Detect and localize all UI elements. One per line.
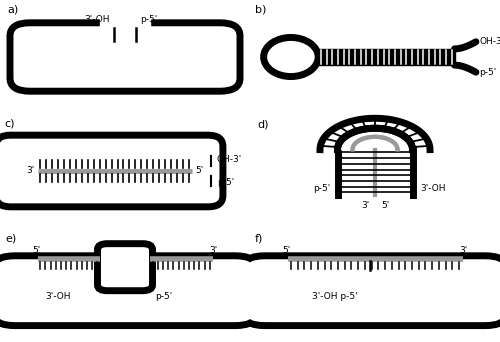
Text: 3': 3'	[361, 201, 369, 210]
Text: b): b)	[254, 5, 266, 15]
Text: 5': 5'	[32, 246, 41, 255]
Text: p-5': p-5'	[140, 15, 157, 24]
Text: 3'-OH: 3'-OH	[45, 292, 70, 301]
Polygon shape	[338, 128, 412, 150]
Text: OH-3': OH-3'	[216, 155, 242, 164]
Text: a): a)	[8, 5, 19, 15]
FancyBboxPatch shape	[0, 256, 256, 326]
FancyBboxPatch shape	[98, 244, 152, 291]
Text: p-5': p-5'	[155, 292, 172, 301]
Bar	[318, 49, 454, 65]
Text: 5': 5'	[381, 201, 389, 210]
Text: 3'-OH: 3'-OH	[84, 15, 110, 24]
Text: 3'-OH p-5': 3'-OH p-5'	[312, 292, 358, 301]
Text: c): c)	[4, 119, 14, 129]
Text: 5': 5'	[195, 167, 203, 175]
Text: OH-3': OH-3'	[480, 37, 500, 46]
Text: p-5': p-5'	[216, 178, 234, 187]
Text: 3': 3'	[26, 167, 34, 175]
FancyBboxPatch shape	[244, 256, 500, 326]
Text: 3'-OH: 3'-OH	[420, 184, 446, 193]
Text: e): e)	[5, 234, 16, 244]
Text: d): d)	[258, 120, 269, 130]
FancyBboxPatch shape	[10, 23, 240, 91]
Text: f): f)	[255, 234, 264, 244]
Circle shape	[264, 38, 318, 77]
Text: p-5': p-5'	[480, 68, 496, 77]
FancyBboxPatch shape	[0, 135, 223, 207]
Text: 3': 3'	[209, 246, 218, 255]
Text: p-5': p-5'	[313, 184, 330, 193]
Text: 3': 3'	[459, 246, 468, 255]
Text: 5': 5'	[282, 246, 291, 255]
